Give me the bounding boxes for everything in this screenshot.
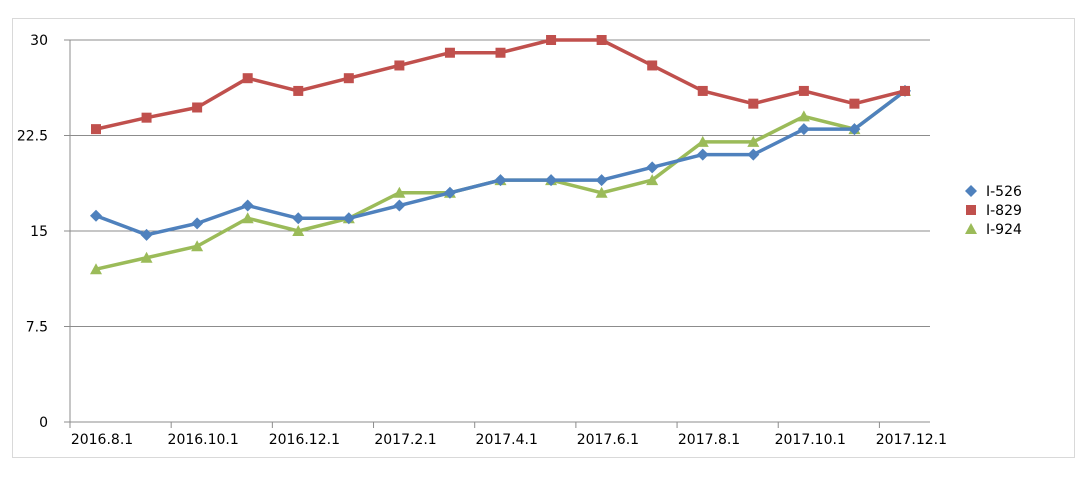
data-point [849,98,860,109]
data-point [696,148,709,161]
x-tick-label: 2017.2.1 [374,432,436,448]
data-point [965,185,977,197]
legend-label: I-924 [986,222,1022,238]
legend-item: I-526 [965,184,1022,200]
y-tick-label: 7.5 [26,320,48,336]
x-tick-label: 2017.6.1 [577,432,639,448]
data-point [393,186,406,198]
data-point [848,123,861,136]
data-point [696,135,709,147]
data-point [90,263,102,275]
legend: I-526 I-829 I-924 [965,184,1022,238]
data-point [191,217,204,230]
x-axis-ticks: 2016.8.1 2016.10.1 2016.12.1 2017.2.1 2017.4… [69,422,947,448]
legend-item: I-924 [965,222,1022,238]
x-tick-label: 2016.8.1 [71,432,133,448]
data-point [647,60,658,71]
y-axis-ticks: 0 7.5 15 22.5 30 [17,33,70,431]
series-i-526 [90,84,911,241]
data-point [141,112,152,123]
data-point [697,85,708,96]
y-tick-label: 30 [30,33,48,49]
data-point [494,174,507,187]
x-tick-label: 2017.8.1 [678,432,740,448]
data-point [242,73,253,84]
series-layer [90,35,911,275]
data-point [191,240,204,252]
legend-item: I-829 [966,203,1022,219]
data-point [797,123,810,136]
x-tick-label: 2017.4.1 [476,432,538,448]
legend-label: I-829 [986,203,1022,219]
data-point [747,135,760,147]
data-point [292,225,305,236]
y-tick-label: 0 [39,415,48,431]
data-point [797,110,810,122]
data-point [747,148,760,161]
data-point [900,85,910,96]
data-point [595,174,608,187]
data-point [241,212,254,224]
data-point [91,124,101,135]
data-point [595,186,608,198]
data-point [545,174,558,187]
data-point [748,98,759,109]
data-point [192,102,203,113]
data-point [546,35,557,45]
data-point [140,251,153,263]
legend-label: I-526 [986,184,1022,200]
y-tick-label: 22.5 [17,129,48,145]
data-point [966,205,976,215]
data-point [393,199,406,212]
data-point [293,85,304,96]
gridlines [70,39,930,327]
data-point [965,223,977,234]
x-tick-label: 2016.10.1 [168,432,239,448]
data-point [140,228,153,241]
data-point [646,174,659,186]
data-point [241,199,254,212]
data-point [90,209,102,222]
x-tick-label: 2016.12.1 [269,432,340,448]
series-line [95,89,907,237]
data-point [394,60,405,71]
data-point [292,212,305,225]
data-point [343,73,354,84]
series-i-829 [91,35,910,135]
data-point [443,186,456,199]
data-point [444,47,455,58]
data-point [646,161,659,174]
x-tick-label: 2017.12.1 [876,432,947,448]
data-point [342,212,355,225]
y-tick-label: 15 [30,224,48,240]
data-point [495,47,506,58]
data-point [798,85,809,96]
x-tick-label: 2017.10.1 [775,432,846,448]
data-point [596,35,607,45]
